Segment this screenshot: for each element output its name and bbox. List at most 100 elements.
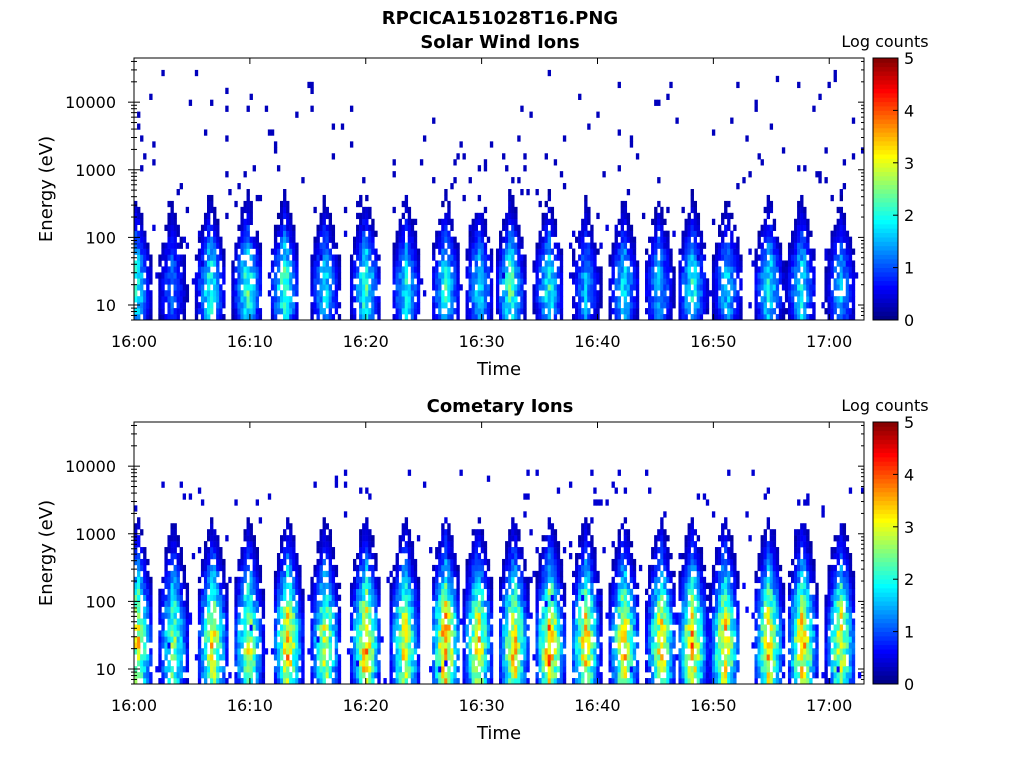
spectrogram-cell	[685, 266, 688, 272]
spectrogram-cell	[484, 207, 487, 213]
spectrogram-cell	[323, 607, 326, 613]
spectrogram-cell	[481, 272, 484, 278]
spectrogram-cell	[444, 535, 447, 541]
spectrogram-cell	[761, 302, 764, 308]
spectrogram-cell	[466, 272, 469, 278]
spectrogram-cell	[475, 290, 478, 296]
spectrogram-cell	[207, 636, 210, 642]
spectrogram-cell	[587, 213, 590, 219]
spectrogram-cell	[298, 666, 301, 672]
spectrogram-cell	[158, 284, 161, 290]
spectrogram-cell	[408, 559, 411, 565]
spectrogram-cell	[225, 601, 228, 607]
spectrogram-cell	[414, 607, 417, 613]
spectrogram-cell	[353, 272, 356, 278]
spectrogram-cell	[761, 159, 764, 165]
spectrogram-cell	[532, 302, 535, 308]
spectrogram-cell	[523, 272, 526, 278]
spectrogram-cell	[508, 272, 511, 278]
spectrogram-cell	[542, 278, 545, 284]
spectrogram-cell	[167, 613, 170, 619]
spectrogram-cell	[201, 272, 204, 278]
spectrogram-cell	[435, 678, 438, 684]
spectrogram-cell	[256, 636, 259, 642]
spectrogram-cell	[204, 654, 207, 660]
spectrogram-cell	[301, 607, 304, 613]
spectrogram-cell	[329, 255, 332, 261]
spectrogram-cell	[256, 678, 259, 684]
spectrogram-cell	[292, 541, 295, 547]
spectrogram-cell	[730, 314, 733, 320]
spectrogram-cell	[320, 583, 323, 589]
spectrogram-cell	[350, 296, 353, 302]
spectrogram-cell	[624, 213, 627, 219]
spectrogram-cell	[803, 165, 806, 171]
spectrogram-cell	[323, 547, 326, 553]
spectrogram-cell	[432, 266, 435, 272]
spectrogram-cell	[499, 302, 502, 308]
spectrogram-cell	[186, 601, 189, 607]
spectrogram-cell	[323, 589, 326, 595]
spectrogram-cell	[371, 595, 374, 601]
spectrogram-cell	[463, 589, 466, 595]
spectrogram-cell	[466, 571, 469, 577]
spectrogram-cell	[186, 607, 189, 613]
spectrogram-cell	[177, 231, 180, 237]
spectrogram-cell	[478, 654, 481, 660]
spectrogram-cell	[350, 583, 353, 589]
spectrogram-cell	[581, 225, 584, 231]
spectrogram-cell	[487, 476, 490, 482]
spectrogram-cell	[846, 272, 849, 278]
spectrogram-cell	[198, 249, 201, 255]
spectrogram-cell	[469, 607, 472, 613]
spectrogram-cell	[332, 225, 335, 231]
spectrogram-cell	[213, 243, 216, 249]
spectrogram-cell	[581, 308, 584, 314]
spectrogram-cell	[472, 541, 475, 547]
spectrogram-cell	[481, 624, 484, 630]
spectrogram-cell	[630, 302, 633, 308]
spectrogram-cell	[453, 308, 456, 314]
spectrogram-cell	[247, 547, 250, 553]
spectrogram-cell	[177, 314, 180, 320]
spectrogram-cell	[371, 231, 374, 237]
spectrogram-cell	[456, 601, 459, 607]
spectrogram-cell	[478, 213, 481, 219]
spectrogram-cell	[572, 278, 575, 284]
spectrogram-cell	[444, 219, 447, 225]
spectrogram-cell	[134, 523, 137, 529]
spectrogram-cell	[739, 302, 742, 308]
spectrogram-cell	[280, 243, 283, 249]
spectrogram-cell	[697, 260, 700, 266]
spectrogram-cell	[450, 225, 453, 231]
spectrogram-cell	[852, 302, 855, 308]
spectrogram-cell	[636, 260, 639, 266]
spectrogram-cell	[234, 583, 237, 589]
spectrogram-cell	[834, 266, 837, 272]
colorbar-segment	[873, 102, 898, 107]
spectrogram-cell	[280, 571, 283, 577]
spectrogram-cell	[149, 260, 152, 266]
spectrogram-cell	[456, 565, 459, 571]
spectrogram-cell	[776, 249, 779, 255]
spectrogram-cell	[484, 678, 487, 684]
spectrogram-cell	[587, 219, 590, 225]
spectrogram-cell	[277, 642, 280, 648]
spectrogram-cell	[432, 613, 435, 619]
spectrogram-cell	[323, 648, 326, 654]
spectrogram-cell	[414, 559, 417, 565]
spectrogram-cell	[137, 553, 140, 559]
spectrogram-cell	[149, 583, 152, 589]
spectrogram-cell	[800, 290, 803, 296]
spectrogram-cell	[313, 207, 316, 213]
spectrogram-cell	[350, 308, 353, 314]
spectrogram-cell	[520, 308, 523, 314]
spectrogram-cell	[310, 624, 313, 630]
spectrogram-cell	[548, 296, 551, 302]
spectrogram-cell	[444, 529, 447, 535]
spectrogram-cell	[505, 266, 508, 272]
spectrogram-cell	[548, 189, 551, 195]
spectrogram-cell	[164, 571, 167, 577]
spectrogram-cell	[402, 302, 405, 308]
